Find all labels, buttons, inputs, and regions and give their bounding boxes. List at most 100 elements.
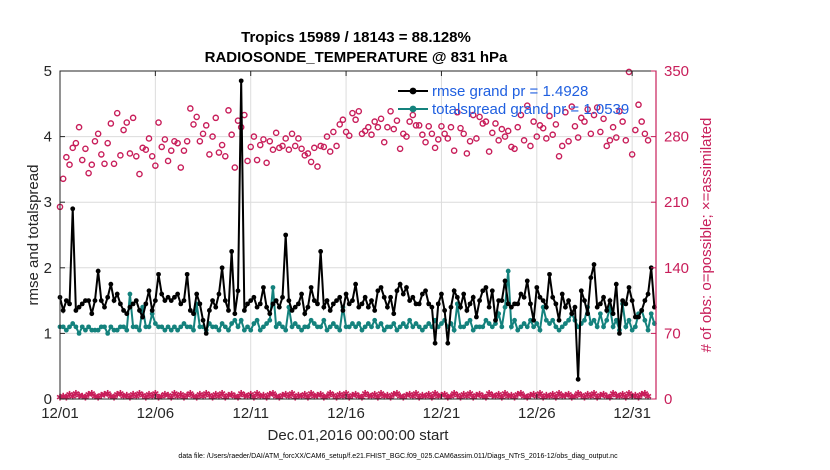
assimilated-marker-stroke xyxy=(326,390,334,396)
possible-marker xyxy=(260,136,267,143)
rmse-point xyxy=(178,301,184,307)
assimilated-marker-stroke xyxy=(63,394,70,400)
totalspread-point xyxy=(137,327,142,333)
possible-marker xyxy=(517,111,525,119)
totalspread-point xyxy=(515,327,521,333)
rmse-point xyxy=(241,308,247,313)
legend: rmse grand pr = 1.4928 totalspread grand… xyxy=(398,83,629,118)
possible-marker xyxy=(374,123,382,131)
totalspread-point xyxy=(127,291,133,297)
assimilated-marker xyxy=(199,392,207,400)
rmse-point xyxy=(127,304,133,310)
rmse-point xyxy=(95,268,101,274)
totalspread-point xyxy=(124,327,130,333)
possible-marker xyxy=(180,147,188,154)
assimilated-marker-stroke xyxy=(164,392,172,398)
rmse-point xyxy=(620,298,626,303)
possible-marker xyxy=(247,143,255,151)
y-axis-right: 0 70 140 210 280 350 xyxy=(651,63,689,408)
assimilated-marker-stroke xyxy=(587,393,595,399)
assimilated-marker-stroke xyxy=(333,394,340,400)
rmse-point xyxy=(283,232,289,238)
possible-marker xyxy=(530,118,537,125)
totalspread-point xyxy=(60,324,66,330)
rmse-point xyxy=(257,301,263,307)
totalspread-point xyxy=(83,327,88,333)
assimilated-marker-stroke xyxy=(88,390,96,396)
possible-marker xyxy=(231,164,239,171)
possible-marker xyxy=(142,146,150,154)
assimilated-marker-stroke xyxy=(463,393,471,399)
assimilated-marker xyxy=(549,390,557,398)
possible-marker xyxy=(578,114,585,122)
totalspread-point xyxy=(162,327,168,333)
totalspread-point xyxy=(270,285,276,290)
assimilated-marker-stroke xyxy=(393,390,401,396)
possible-marker xyxy=(349,109,356,117)
assimilated-marker-stroke xyxy=(202,390,210,396)
totalspread-point xyxy=(102,324,107,330)
assimilated-marker-stroke xyxy=(384,392,391,398)
totalspread-point xyxy=(308,317,314,323)
assimilated-marker-stroke xyxy=(495,391,503,397)
possible-marker xyxy=(619,118,626,125)
rmse-point xyxy=(416,301,422,307)
totalspread-point xyxy=(470,327,476,333)
totalspread-point xyxy=(547,321,552,326)
assimilated-marker xyxy=(619,390,626,398)
totalspread-point xyxy=(407,317,413,323)
assimilated-marker-stroke xyxy=(577,392,585,398)
rmse-point xyxy=(639,308,645,313)
possible-marker xyxy=(380,138,388,146)
possible-marker xyxy=(59,175,67,183)
assimilated-marker-stroke xyxy=(425,391,433,397)
totalspread-point xyxy=(601,324,606,330)
totalspread-point xyxy=(604,317,610,323)
assimilated-marker-stroke xyxy=(555,390,563,396)
assimilated-marker-stroke xyxy=(590,390,598,396)
assimilated-marker xyxy=(590,389,598,397)
rmse-point xyxy=(334,298,339,303)
rmse-point xyxy=(591,262,597,267)
possible-marker xyxy=(164,157,172,165)
rmse-point xyxy=(505,301,511,307)
possible-marker xyxy=(209,133,216,140)
possible-marker xyxy=(565,137,572,145)
assimilated-marker-stroke xyxy=(330,392,337,398)
possible-marker xyxy=(454,108,461,116)
totalspread-point xyxy=(610,324,616,330)
assimilated-marker xyxy=(288,389,296,397)
y-right-tick-label: 140 xyxy=(664,260,689,277)
possible-marker xyxy=(212,114,220,122)
rmse-point xyxy=(63,298,69,303)
legend-rmse-marker xyxy=(409,87,417,95)
possible-marker xyxy=(256,141,264,149)
possible-marker xyxy=(183,137,191,145)
totalspread-point xyxy=(400,321,406,326)
possible-marker xyxy=(603,142,611,150)
assimilated-marker-stroke xyxy=(167,394,175,400)
assimilated-marker-stroke xyxy=(530,391,537,397)
totalspread-point xyxy=(248,327,254,333)
assimilated-marker-stroke xyxy=(82,394,89,400)
y-axis-left: 0 1 2 3 4 5 xyxy=(44,63,65,408)
totalspread-point xyxy=(502,304,508,310)
totalspread-point xyxy=(413,321,419,326)
possible-marker xyxy=(501,133,509,140)
assimilated-marker-stroke xyxy=(565,391,572,397)
assimilated-marker-stroke xyxy=(450,390,458,396)
assimilated-marker-stroke xyxy=(136,390,143,396)
possible-marker xyxy=(91,137,99,145)
rmse-point xyxy=(550,294,556,300)
rmse-point xyxy=(210,298,215,303)
rmse-point xyxy=(474,314,479,320)
assimilated-marker xyxy=(171,389,178,397)
possible-marker xyxy=(419,131,426,139)
assimilated-marker-stroke xyxy=(317,391,325,397)
rmse-point xyxy=(442,308,448,313)
rmse-point xyxy=(626,285,632,290)
assimilated-marker-stroke xyxy=(209,394,216,400)
rmse-point xyxy=(410,294,416,300)
rmse-point xyxy=(604,308,610,313)
possible-marker xyxy=(117,152,124,159)
